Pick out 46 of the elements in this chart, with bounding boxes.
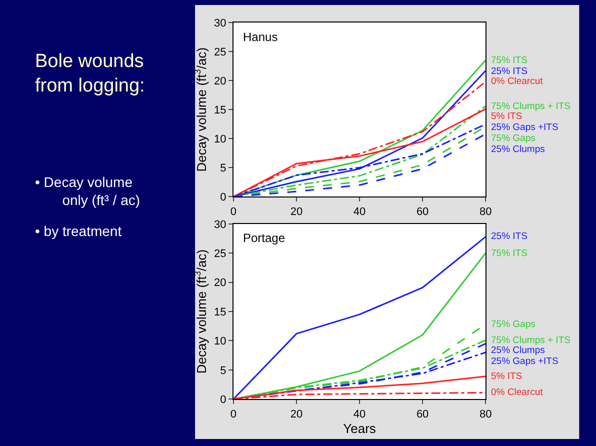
y-tick-label: 15 xyxy=(214,104,226,116)
series-label: 25% ITS xyxy=(491,231,528,242)
series-label: 75% Gaps xyxy=(491,133,536,144)
series-label: 5% ITS xyxy=(491,371,522,382)
x-tick-label: 40 xyxy=(353,408,366,420)
series-label: 25% Gaps +ITS xyxy=(491,122,558,133)
y-tick-label: 10 xyxy=(214,133,226,146)
series-label: 25% ITS xyxy=(491,66,528,77)
series-label: 25% Gaps +ITS xyxy=(491,356,558,367)
x-tick-label: 0 xyxy=(230,206,237,218)
series-label: 75% Clumps + ITS xyxy=(491,335,570,346)
text: Bole wounds from logging: xyxy=(35,51,145,97)
series-label: 75% ITS xyxy=(491,248,528,259)
text: • by treatment xyxy=(35,223,122,239)
y-tick-label: 30 xyxy=(214,218,226,231)
x-tick-label: 80 xyxy=(479,206,492,218)
x-tick-label: 20 xyxy=(290,408,303,420)
series-label: 0% Clearcut xyxy=(491,76,544,87)
y-tick-label: 10 xyxy=(214,336,226,348)
text: Portage xyxy=(243,231,286,245)
y-tick-label: 0 xyxy=(220,394,226,406)
text: • Decay volume only (ft³ / ac) xyxy=(35,174,140,208)
y-tick-label: 15 xyxy=(214,306,226,318)
x-tick-label: 0 xyxy=(230,408,237,420)
series-label: 75% ITS xyxy=(491,55,528,66)
series-label: 75% Clumps + ITS xyxy=(491,101,570,112)
y-tick-label: 5 xyxy=(220,162,226,175)
series-label: 25% Clumps xyxy=(491,345,546,356)
y-tick-label: 20 xyxy=(214,277,226,290)
series-label: 75% Gaps xyxy=(491,319,536,330)
y-tick-label: 20 xyxy=(214,75,226,88)
x-tick-label: 60 xyxy=(416,206,429,218)
series-label: 5% ITS xyxy=(491,111,522,122)
y-tick-label: 25 xyxy=(214,248,226,260)
x-tick-label: 40 xyxy=(353,206,366,218)
y-tick-label: 5 xyxy=(220,364,226,377)
x-tick-label: 20 xyxy=(290,206,303,218)
y-tick-label: 0 xyxy=(220,192,226,204)
x-tick-label: 60 xyxy=(416,408,429,420)
text: Hanus xyxy=(243,30,278,44)
series-label: 0% Clearcut xyxy=(491,387,544,398)
series-label: 25% Clumps xyxy=(491,144,546,155)
y-tick-label: 25 xyxy=(214,46,226,58)
y-tick-label: 30 xyxy=(214,17,226,30)
x-tick-label: 80 xyxy=(479,408,492,420)
x-axis-title: Years xyxy=(343,420,376,436)
